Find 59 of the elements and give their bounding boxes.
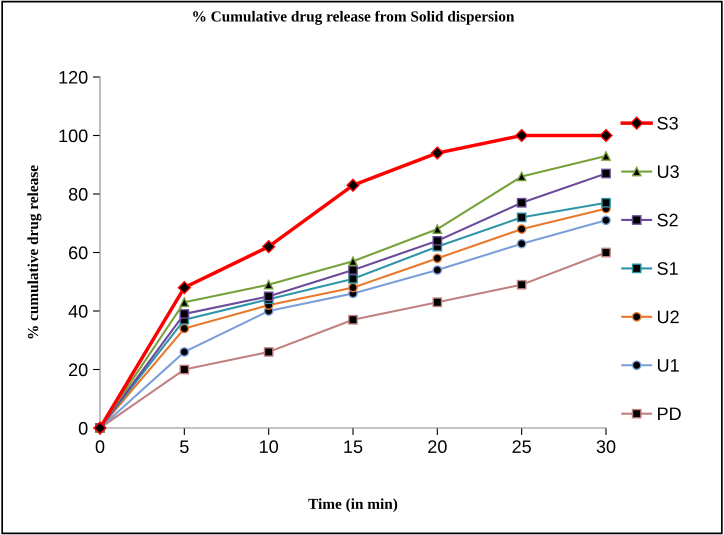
x-tick-label: 25 [512, 440, 531, 454]
point [516, 238, 527, 249]
point [432, 253, 442, 264]
point [346, 178, 360, 192]
point [601, 151, 611, 161]
y-tick-label: 120 [59, 70, 88, 84]
point [516, 212, 527, 222]
y-tick-label: 80 [68, 188, 88, 201]
x-tick-label: 30 [596, 440, 616, 454]
point [179, 324, 190, 334]
x-tick-label: 10 [260, 440, 278, 454]
point [179, 347, 190, 357]
point [432, 297, 442, 308]
point [516, 198, 527, 208]
point [430, 146, 444, 160]
point [601, 248, 611, 258]
x-tick-label: 0 [96, 440, 104, 454]
x-tick-label: 20 [428, 440, 447, 454]
point [599, 128, 613, 142]
legend-label: U2 [658, 310, 679, 324]
point [516, 172, 527, 182]
point [348, 256, 358, 266]
point [348, 274, 358, 284]
point [264, 347, 274, 357]
point [348, 282, 358, 292]
point [432, 265, 442, 275]
chart-title: % Cumulative drug release from Solid dispersion [193, 10, 514, 25]
y-tick-label: 0 [78, 422, 88, 435]
point [264, 292, 274, 302]
x-tick-label: 15 [344, 440, 362, 454]
y-axis-title: % cumulative drug release [27, 165, 42, 338]
point [179, 364, 190, 374]
x-axis-title: Time (in min) [308, 498, 398, 512]
y-tick-label: 20 [69, 363, 88, 376]
point [515, 128, 528, 142]
y-tick-label: 100 [59, 129, 88, 142]
x-tick-label: 5 [180, 440, 189, 454]
y-tick-label: 40 [68, 304, 88, 318]
point [264, 280, 274, 290]
point [601, 168, 611, 178]
point [348, 314, 358, 325]
point [348, 265, 358, 275]
point [432, 224, 442, 234]
legend-label: U1 [658, 359, 679, 372]
legend-label: S1 [657, 262, 678, 275]
point [179, 297, 190, 308]
legend-label: S3 [657, 116, 678, 130]
legend-label: U3 [658, 165, 679, 178]
point [179, 309, 190, 319]
point [432, 236, 442, 246]
legend-label: PD [658, 408, 681, 420]
point [516, 280, 527, 290]
y-tick-label: 60 [69, 246, 88, 260]
point [601, 215, 611, 226]
point [262, 240, 276, 254]
legend-label: S2 [657, 214, 678, 226]
point [516, 224, 527, 234]
point [601, 198, 611, 208]
point [178, 281, 191, 294]
